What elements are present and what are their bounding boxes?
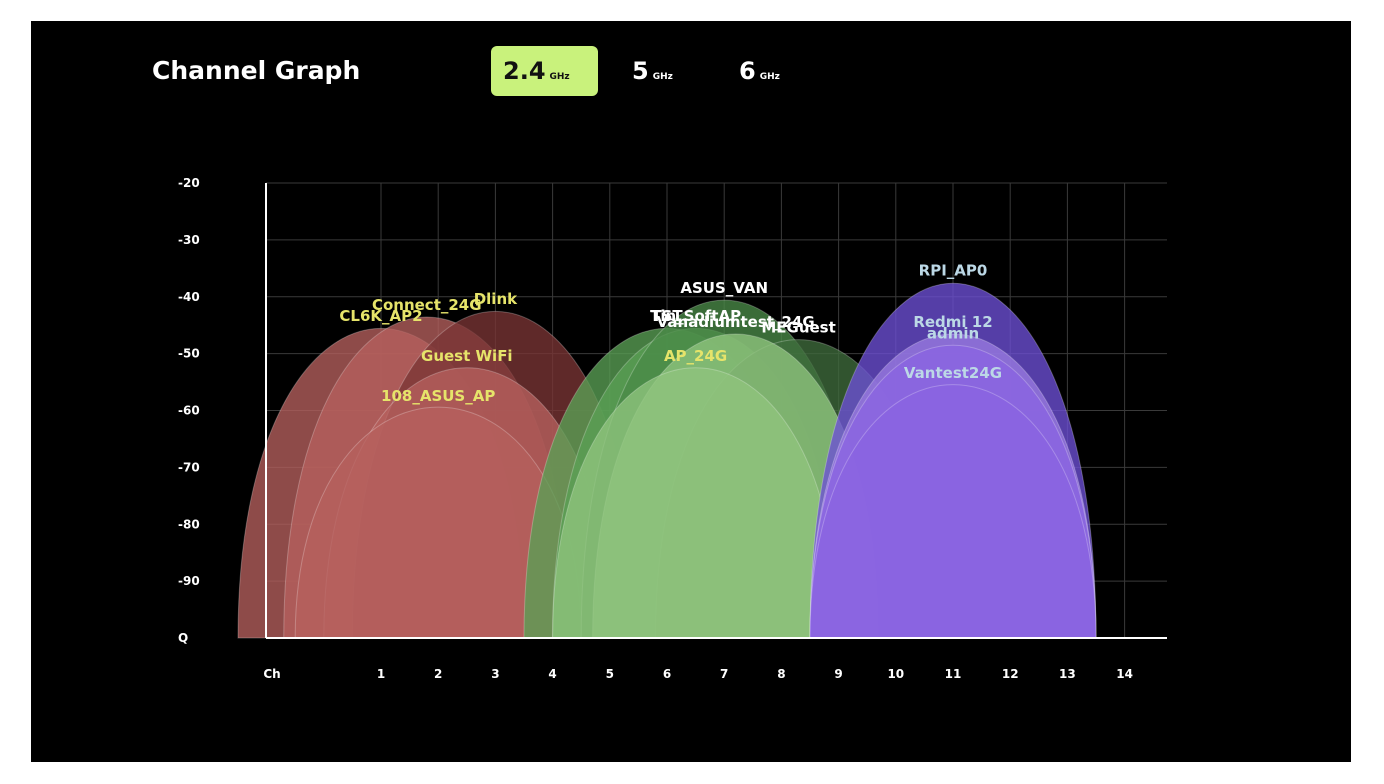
x-tick-label: 8 [777, 667, 785, 681]
ssid-label: MEGuest [761, 319, 835, 337]
x-tick-label: 5 [606, 667, 614, 681]
y-tick-label: -60 [178, 404, 200, 418]
signal-arc [809, 384, 1097, 639]
signal-arcs [237, 282, 1097, 639]
ssid-label: TST [651, 307, 683, 325]
x-tick-label: 3 [491, 667, 499, 681]
y-tick-label: -90 [178, 574, 200, 588]
tab-5-ghz[interactable]: 5 GHz [620, 46, 700, 96]
tab-unit: GHz [549, 72, 570, 82]
y-tick-label: -50 [178, 347, 200, 361]
y-tick-label: -80 [178, 517, 200, 531]
y-tick-label: -30 [178, 233, 200, 247]
ssid-label: admin [927, 324, 979, 342]
ssid-label: 108_ASUS_AP [381, 387, 495, 405]
ssid-label: Guest WiFi [421, 347, 513, 365]
ssid-label: Dlink [474, 290, 518, 308]
y-tick-label: -70 [178, 460, 200, 474]
x-tick-label: 12 [1002, 667, 1019, 681]
y-tick-label: -40 [178, 290, 200, 304]
tab-value: 2.4 [503, 57, 546, 85]
x-tick-label: 11 [945, 667, 962, 681]
x-tick-label: 14 [1116, 667, 1133, 681]
y-tick-label: Q [178, 631, 188, 645]
tab-value: 5 [632, 57, 649, 85]
page-title: Channel Graph [152, 56, 361, 85]
x-tick-label: 9 [834, 667, 842, 681]
ssid-label: Vanadiumtest_24G [657, 313, 815, 331]
y-tick-label: -20 [178, 176, 200, 190]
x-tick-label: 6 [663, 667, 671, 681]
tab-unit: GHz [759, 72, 780, 82]
tab-6-ghz[interactable]: 6 GHz [727, 46, 807, 96]
ssid-label: Connect_24G [372, 296, 482, 314]
ssid-label: Tin_SoftAP [650, 307, 741, 325]
x-tick-label: 4 [548, 667, 556, 681]
ssid-label: Redmi 12 [913, 313, 992, 331]
x-tick-label: 1 [377, 667, 385, 681]
ssid-label: AP_24G [664, 347, 727, 365]
ssid-label: CL6K_AP2 [339, 307, 422, 325]
ssid-label: ASUS_VAN [680, 279, 768, 297]
x-tick-label: 13 [1059, 667, 1076, 681]
x-axis-label: Ch [263, 667, 280, 681]
ssid-label: Vantest24G [904, 364, 1002, 382]
tab-unit: GHz [652, 72, 673, 82]
x-tick-label: 2 [434, 667, 442, 681]
tab-2-4-ghz[interactable]: 2.4 GHz [491, 46, 598, 96]
x-tick-label: 10 [887, 667, 904, 681]
tab-value: 6 [739, 57, 756, 85]
ssid-label: RPI_AP0 [919, 262, 988, 280]
x-tick-label: 7 [720, 667, 728, 681]
